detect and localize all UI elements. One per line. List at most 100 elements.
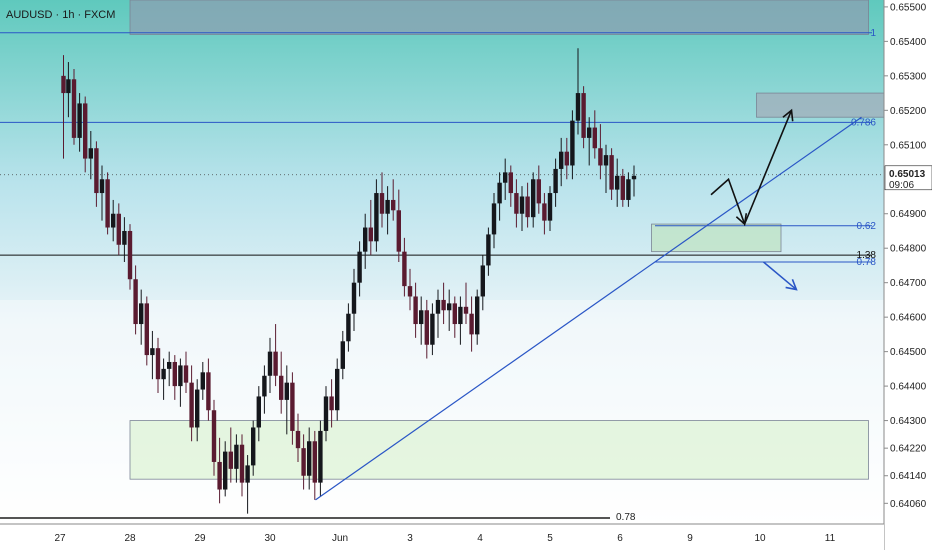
candle-body-90 (564, 151, 569, 166)
time-tick-label-4: Jun (332, 533, 348, 544)
candle-body-3 (77, 103, 82, 138)
time-axis-panel (0, 524, 884, 550)
candle-body-100 (620, 175, 625, 200)
price-tick-label-4: 0.65100 (890, 140, 927, 151)
fib-label-3: 1.38 (857, 250, 877, 261)
current-price-value: 0.65013 (889, 169, 926, 180)
candle-body-66 (430, 313, 435, 345)
price-tick-label-13: 0.64140 (890, 471, 927, 482)
candle-body-69 (447, 303, 452, 311)
candle-body-84 (531, 179, 536, 218)
candle-body-87 (547, 193, 553, 221)
drawings-layer (315, 108, 862, 501)
price-tick-label-5: 0.64900 (890, 209, 927, 220)
target-gray-zone[interactable] (756, 92, 908, 118)
price-tick-label-1: 0.65400 (890, 37, 927, 48)
candle-body-5 (88, 148, 93, 159)
price-tick-label-14: 0.64060 (890, 499, 927, 510)
candle-body-48 (329, 396, 334, 411)
candle-body-91 (570, 120, 575, 166)
candle-body-39 (279, 375, 284, 400)
candle-body-6 (94, 148, 99, 194)
candle-countdown: 09:06 (889, 180, 914, 191)
candle-body-10 (116, 213, 121, 245)
time-tick-label-5: 3 (407, 533, 413, 544)
candle-body-38 (273, 351, 278, 376)
candle-body-27 (211, 410, 217, 462)
candle-body-67 (435, 299, 441, 314)
current-price-tag-box (884, 165, 932, 191)
candle-body-50 (340, 341, 345, 369)
candle-body-70 (452, 303, 457, 325)
candle-body-32 (239, 444, 245, 483)
candle-body-59 (391, 199, 396, 211)
fib-label-1: 0.786 (851, 117, 876, 128)
candle-body-76 (486, 234, 491, 266)
candle-body-86 (542, 203, 547, 221)
candle-body-18 (161, 368, 166, 380)
time-tick-label-10: 10 (754, 533, 766, 544)
candle-body-68 (441, 299, 446, 311)
candle-body-8 (105, 179, 110, 228)
candle-body-81 (514, 193, 519, 214)
candle-body-54 (363, 227, 368, 252)
candle-body-60 (396, 210, 401, 252)
candle-body-34 (251, 427, 256, 466)
candle-body-44 (307, 441, 312, 476)
candle-body-74 (475, 296, 480, 335)
candle-body-82 (519, 196, 525, 214)
candle-body-29 (223, 451, 228, 490)
price-tick-label-12: 0.64220 (890, 444, 927, 455)
candle-body-79 (503, 172, 508, 183)
candle-body-58 (385, 199, 390, 214)
candles-layer (61, 48, 637, 514)
candle-body-9 (111, 213, 116, 228)
candle-body-14 (139, 303, 144, 325)
candle-body-11 (122, 230, 127, 245)
candle-body-73 (469, 313, 474, 335)
candle-body-52 (351, 282, 357, 314)
candle-body-36 (262, 375, 267, 397)
time-tick-label-11: 11 (825, 533, 836, 544)
candle-body-62 (407, 286, 413, 297)
candle-body-26 (206, 372, 211, 411)
time-axis[interactable]: 27 28 29 30 Jun 3 4 5 6 9 10 11 (54, 533, 835, 544)
candle-body-89 (559, 151, 564, 169)
candle-body-21 (178, 365, 183, 387)
candle-body-92 (575, 93, 581, 121)
candle-body-53 (357, 251, 362, 283)
candle-body-78 (497, 182, 502, 204)
candle-body-51 (346, 313, 351, 342)
time-tick-label-7: 5 (547, 533, 553, 544)
ascending-trendline[interactable] (315, 116, 862, 501)
candle-body-101 (626, 179, 631, 200)
candle-body-49 (335, 368, 340, 411)
candle-body-63 (413, 296, 418, 325)
price-axis-panel (884, 0, 932, 550)
candle-body-40 (284, 382, 289, 400)
bullish-projection-path[interactable] (710, 110, 793, 227)
candle-body-42 (295, 430, 301, 449)
candle-body-15 (144, 303, 149, 356)
candle-body-28 (217, 461, 222, 490)
candle-body-96 (598, 148, 603, 166)
candle-body-56 (374, 193, 379, 242)
bottom-fib-label: 0.78 (616, 512, 636, 523)
candle-body-46 (318, 430, 323, 483)
time-tick-label-2: 29 (194, 533, 206, 544)
candle-body-80 (508, 172, 513, 194)
candle-body-65 (424, 310, 429, 345)
candle-body-24 (195, 389, 200, 428)
entry-green-zone[interactable] (651, 223, 782, 253)
top-gray-zone[interactable] (129, 0, 869, 35)
candle-body-35 (256, 396, 261, 428)
price-axis[interactable]: 0.65500 0.65400 0.65300 0.65200 0.65100 0.649… (884, 2, 927, 510)
price-tick-label-2: 0.65300 (890, 71, 927, 82)
price-tick-label-10: 0.64400 (890, 382, 927, 393)
bearish-alt-projection[interactable] (763, 261, 797, 291)
candle-body-7 (99, 179, 105, 194)
price-tick-label-8: 0.64600 (890, 313, 927, 324)
candle-body-97 (603, 155, 609, 166)
